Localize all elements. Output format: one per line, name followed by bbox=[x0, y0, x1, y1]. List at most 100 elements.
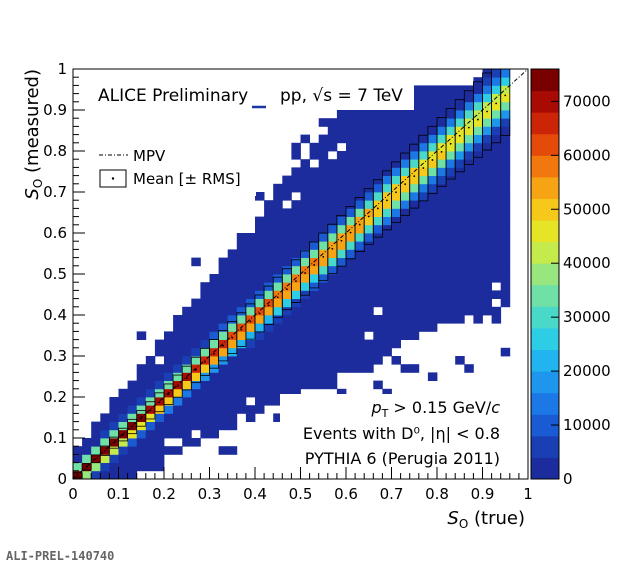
heatmap-cell bbox=[282, 175, 292, 185]
heatmap-cell bbox=[154, 405, 165, 414]
heatmap-cell bbox=[382, 290, 392, 299]
heatmap-cell bbox=[382, 167, 392, 176]
heatmap-cell bbox=[255, 274, 265, 283]
heatmap-cell bbox=[355, 167, 365, 176]
heatmap-cell bbox=[273, 274, 283, 283]
heatmap-cell bbox=[309, 306, 320, 316]
heatmap-cell bbox=[446, 208, 456, 217]
heatmap-cell bbox=[482, 290, 492, 299]
heatmap-cell bbox=[346, 208, 356, 217]
heatmap-cell bbox=[418, 315, 429, 324]
heatmap-cell bbox=[455, 257, 465, 267]
heatmap-cell bbox=[245, 306, 256, 316]
heatmap-cell bbox=[400, 274, 411, 283]
heatmap-cell bbox=[327, 306, 338, 316]
mean-marker bbox=[158, 401, 161, 404]
heatmap-cell bbox=[200, 405, 210, 414]
heatmap-cell bbox=[209, 290, 219, 299]
heatmap-cell bbox=[373, 183, 383, 193]
heatmap-cell bbox=[373, 110, 383, 119]
heatmap-cell bbox=[364, 265, 374, 275]
heatmap-cell bbox=[500, 241, 511, 250]
mean-marker bbox=[349, 231, 352, 234]
y-tick-label: 0.5 bbox=[43, 265, 67, 283]
heatmap-cell bbox=[491, 290, 502, 299]
heatmap-cell bbox=[154, 438, 165, 447]
heatmap-cell bbox=[355, 110, 365, 119]
mean-marker bbox=[258, 312, 261, 315]
y-tick-label: 0.9 bbox=[43, 101, 67, 119]
heatmap-cell bbox=[391, 200, 401, 209]
heatmap-cell bbox=[364, 274, 374, 283]
heatmap-cell bbox=[327, 134, 338, 144]
heatmap-cell bbox=[364, 233, 374, 242]
heatmap-cell bbox=[127, 388, 138, 398]
heatmap-cell bbox=[437, 249, 447, 258]
colorbar: 0 10000 20000 30000 40000 50000 60000 70000 bbox=[530, 68, 611, 488]
heatmap-cell bbox=[418, 93, 429, 103]
heatmap-cell bbox=[418, 167, 429, 176]
heatmap-cell bbox=[264, 356, 274, 365]
heatmap-cell bbox=[127, 405, 138, 414]
heatmap-cell bbox=[282, 224, 292, 234]
heatmap-cell bbox=[418, 323, 429, 332]
heatmap-cell bbox=[173, 446, 183, 455]
header-bg bbox=[94, 80, 414, 110]
colorbar-tick-label: 50000 bbox=[563, 200, 611, 218]
heatmap-cell bbox=[136, 331, 147, 340]
heatmap-cell bbox=[346, 265, 356, 275]
heatmap-cell bbox=[427, 175, 438, 185]
mean-marker bbox=[194, 369, 197, 371]
heatmap-cell bbox=[236, 331, 247, 340]
heatmap-cell bbox=[482, 224, 492, 234]
heatmap-cell bbox=[227, 413, 238, 422]
heatmap-cell bbox=[209, 421, 219, 431]
heatmap-cell bbox=[346, 241, 356, 250]
heatmap-cell bbox=[164, 413, 174, 422]
heatmap-cell bbox=[336, 126, 347, 135]
heatmap-cell bbox=[255, 380, 265, 390]
heatmap-cell bbox=[291, 331, 301, 340]
heatmap-cell bbox=[382, 315, 392, 324]
heatmap-cell bbox=[245, 282, 256, 291]
heatmap-cell bbox=[327, 200, 338, 209]
heatmap-cell bbox=[355, 151, 365, 160]
heatmap-cell bbox=[127, 429, 138, 439]
heatmap-cell bbox=[227, 388, 238, 398]
heatmap-cell bbox=[455, 118, 465, 127]
heatmap-cell bbox=[200, 429, 210, 439]
heatmap-cell bbox=[427, 118, 438, 127]
heatmap-cell bbox=[327, 208, 338, 217]
heatmap-cell bbox=[127, 446, 138, 455]
heatmap-cell bbox=[373, 257, 383, 267]
heatmap-cell bbox=[437, 183, 447, 193]
heatmap-cell bbox=[464, 151, 474, 160]
heatmap-cell bbox=[209, 413, 219, 422]
heatmap-cell bbox=[227, 446, 238, 455]
heatmap-cell bbox=[255, 298, 265, 308]
heatmap-cell bbox=[227, 397, 238, 406]
heatmap-cell bbox=[209, 388, 219, 398]
heatmap-cell bbox=[500, 290, 511, 299]
heatmap-cell bbox=[164, 372, 174, 381]
heatmap-cell bbox=[282, 216, 292, 226]
annotation-bg bbox=[280, 394, 525, 476]
heatmap-cell bbox=[245, 339, 256, 349]
heatmap-cell bbox=[437, 290, 447, 299]
heatmap-cell bbox=[427, 159, 438, 168]
profile-box bbox=[81, 463, 92, 471]
heatmap-cell bbox=[218, 265, 229, 275]
heatmap-cell bbox=[346, 306, 356, 316]
heatmap-cell bbox=[173, 331, 183, 340]
heatmap-cell bbox=[418, 306, 429, 316]
heatmap-cell bbox=[464, 249, 474, 258]
heatmap-cell bbox=[455, 216, 465, 226]
heatmap-cell bbox=[482, 85, 492, 94]
heatmap-cell bbox=[464, 200, 474, 209]
heatmap-cell bbox=[446, 167, 456, 176]
heatmap-cell bbox=[500, 224, 511, 234]
colorbar-segment bbox=[531, 371, 559, 394]
heatmap-cell bbox=[400, 200, 411, 209]
heatmap-cell bbox=[427, 372, 438, 381]
pt-cut-label: pT > 0.15 GeV/c bbox=[370, 398, 500, 420]
